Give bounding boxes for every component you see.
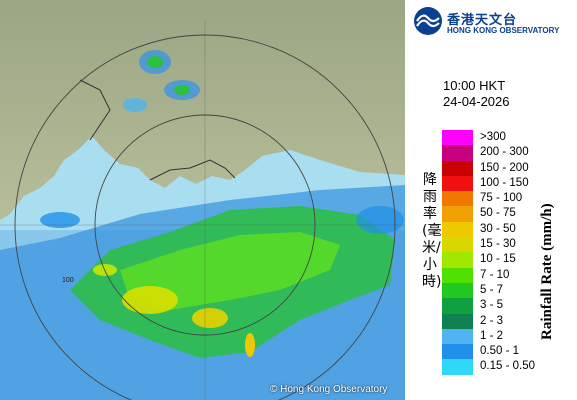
legend-swatch: [442, 344, 473, 360]
rain-core: [122, 286, 178, 314]
legend-row: >300: [442, 130, 572, 146]
time-label: 10:00 HKT: [443, 78, 506, 93]
hko-logo-mark: [414, 7, 442, 35]
legend-row: 0.50 - 1: [442, 344, 572, 360]
legend-swatch: [442, 252, 473, 268]
legend-row: 1 - 2: [442, 328, 572, 345]
legend-title-cn: 降雨率(毫米/小時): [422, 172, 442, 290]
legend-swatch: [442, 298, 473, 314]
legend-label: 75 - 100: [480, 192, 523, 205]
range-ring-label: 100: [62, 277, 74, 284]
legend-swatch: [442, 191, 473, 207]
legend-row: 100 - 150: [442, 175, 572, 192]
legend-swatch: [442, 267, 473, 283]
legend-swatch: [442, 313, 473, 329]
copyright-text: © Hong Kong Observatory: [270, 384, 388, 395]
legend-title-en: Rainfall Rate (mm/h): [539, 203, 555, 340]
legend-label: 0.15 - 0.50: [480, 360, 535, 373]
legend-panel: 香港天文台 HONG KONG OBSERVATORY 10:00 HKT 24…: [405, 0, 577, 400]
legend-label: 50 - 75: [480, 207, 516, 220]
legend-swatch: [442, 160, 473, 176]
legend-row: 5 - 7: [442, 282, 572, 299]
legend-row: 150 - 200: [442, 160, 572, 176]
legend-label: >300: [480, 131, 506, 143]
land-area: [0, 0, 405, 220]
date-label: 24-04-2026: [443, 94, 510, 109]
legend-label: 1 - 2: [480, 329, 504, 342]
legend-swatch: [442, 328, 473, 345]
legend-label: 30 - 50: [480, 222, 516, 235]
legend-swatch: [442, 282, 473, 299]
logo-name-en: HONG KONG OBSERVATORY: [447, 26, 560, 35]
legend-label: 200 - 300: [480, 146, 529, 159]
legend-label: 0.50 - 1: [480, 345, 519, 358]
legend-row: 200 - 300: [442, 145, 572, 161]
legend-label: 10 - 15: [480, 253, 516, 266]
legend-swatch: [442, 237, 473, 253]
legend-label: 150 - 200: [480, 161, 529, 174]
legend-row: 3 - 5: [442, 298, 572, 314]
legend-row: 10 - 15: [442, 252, 572, 268]
logo-name-cn: 香港天文台: [447, 13, 518, 28]
legend-swatch: [442, 206, 473, 222]
legend-row: 15 - 30: [442, 237, 572, 253]
legend-swatch: [442, 175, 473, 192]
legend-row: 0.15 - 0.50: [442, 359, 572, 375]
legend-label: 3 - 5: [480, 299, 504, 312]
radar-map-image: 100: [0, 0, 405, 400]
legend-label: 5 - 7: [480, 283, 504, 296]
legend-row: 50 - 75: [442, 206, 572, 222]
legend-label: 2 - 3: [480, 314, 504, 327]
legend-label: 100 - 150: [480, 176, 529, 189]
legend-label: 15 - 30: [480, 238, 516, 251]
legend-row: 2 - 3: [442, 313, 572, 329]
legend-swatch: [442, 221, 473, 238]
hko-logo: 香港天文台 HONG KONG OBSERVATORY: [413, 6, 573, 40]
legend-swatch: [442, 130, 473, 146]
timestamp: 10:00 HKT 24-04-2026: [443, 78, 510, 110]
legend-label: 7 - 10: [480, 268, 510, 281]
legend-swatch: [442, 145, 473, 161]
legend-row: 7 - 10: [442, 267, 572, 283]
radar-map: 100 © Hong Kong Observatory: [0, 0, 405, 400]
legend-row: 75 - 100: [442, 191, 572, 207]
rainfall-legend: >300 200 - 300 150 - 200 100 - 150 75 - 100 5…: [442, 130, 572, 375]
legend-row: 30 - 50: [442, 221, 572, 238]
legend-swatch: [442, 359, 473, 375]
